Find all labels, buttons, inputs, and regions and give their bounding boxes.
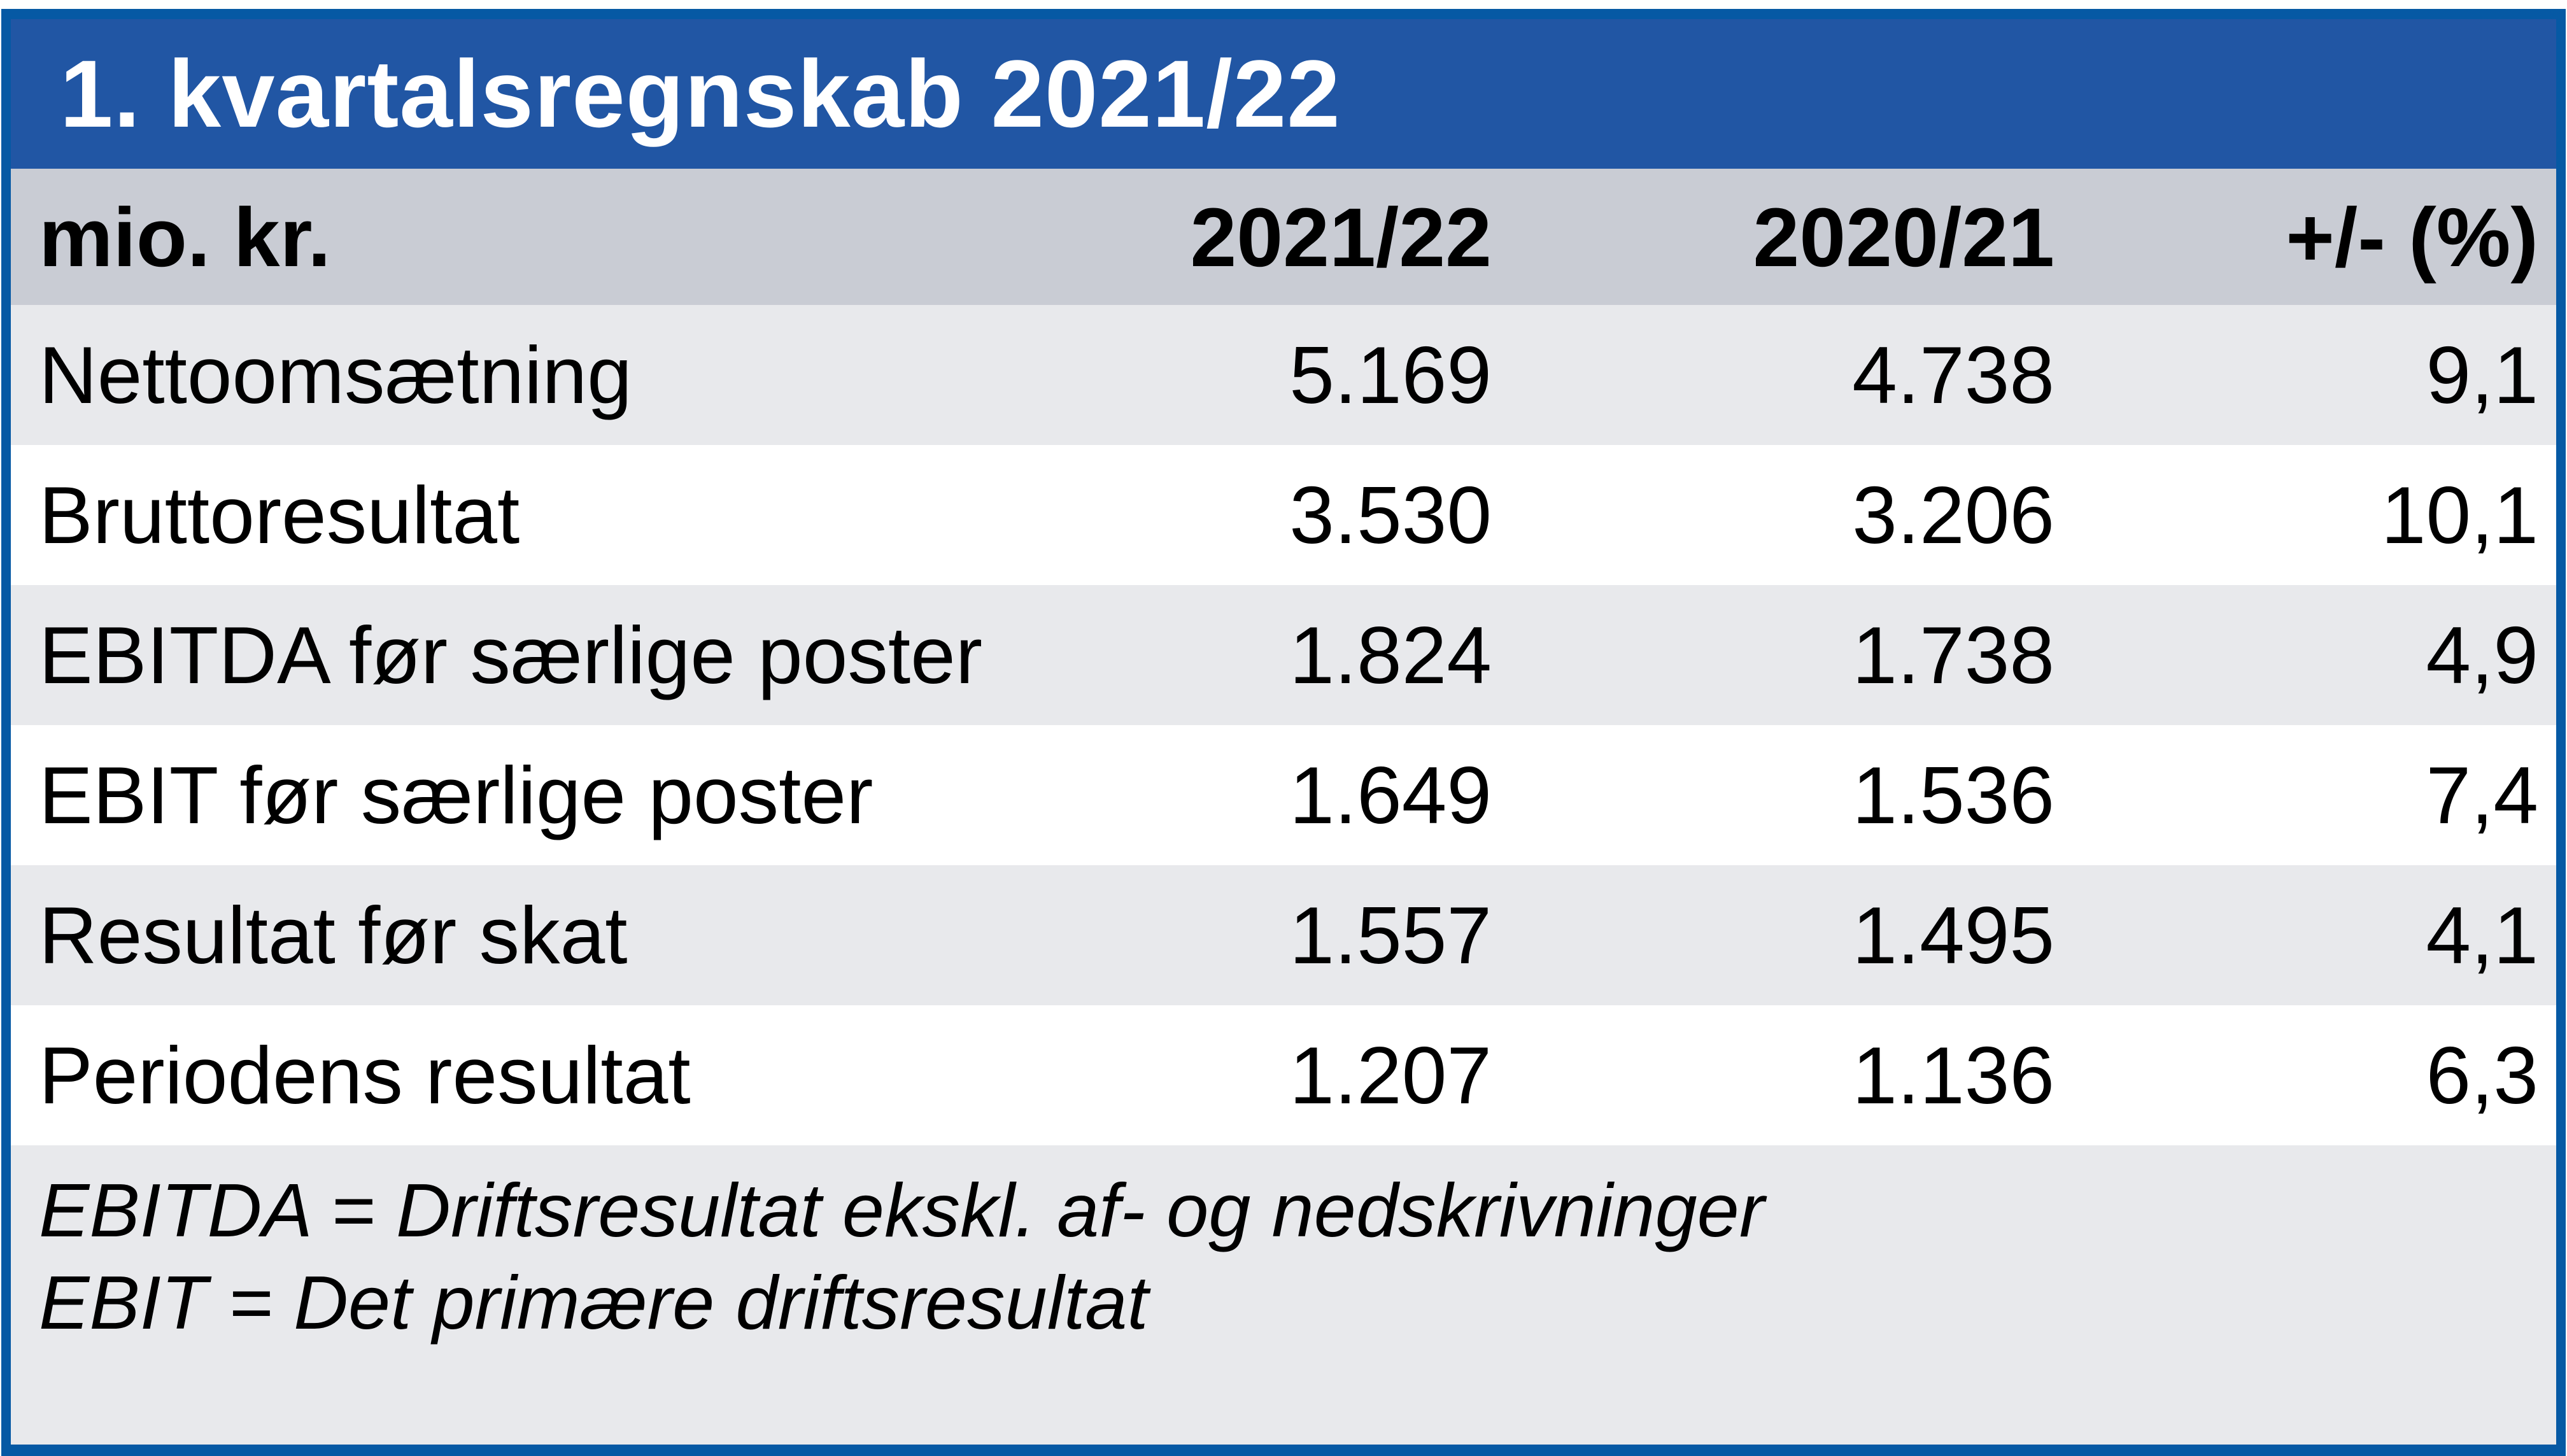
row-value-2021-22: 5.169 [1289,330,1492,420]
row-label: Resultat før skat [39,890,628,980]
row-value-2020-21: 1.536 [1852,750,2054,840]
row-value-change: 6,3 [2426,1030,2538,1120]
row-value-2021-22: 1.557 [1289,890,1492,980]
table-row: Nettoomsætning 5.169 4.738 9,1 [11,305,2556,445]
row-value-2020-21: 1.136 [1852,1030,2054,1120]
table-row: EBITDA før særlige poster 1.824 1.738 4,… [11,585,2556,725]
row-label: Periodens resultat [39,1030,691,1120]
row-value-2020-21: 1.738 [1852,610,2054,700]
table-header-row: mio. kr. 2021/22 2020/21 +/- (%) [11,169,2556,305]
column-header-2021-22: 2021/22 [1190,190,1492,284]
table-row: Periodens resultat 1.207 1.136 6,3 [11,1005,2556,1145]
column-header-unit: mio. kr. [39,190,331,284]
table-frame: 1. kvartalsregnskab 2021/22 mio. kr. 202… [1,9,2566,1456]
column-header-change: +/- (%) [2286,190,2538,284]
column-header-2020-21: 2020/21 [1753,190,2054,284]
table-row: Bruttoresultat 3.530 3.206 10,1 [11,445,2556,585]
row-value-change: 4,1 [2426,890,2538,980]
row-value-change: 9,1 [2426,330,2538,420]
row-value-2020-21: 4.738 [1852,330,2054,420]
row-label: EBIT før særlige poster [39,750,873,840]
row-value-change: 4,9 [2426,610,2538,700]
title-bar: 1. kvartalsregnskab 2021/22 [11,19,2556,169]
page-title: 1. kvartalsregnskab 2021/22 [60,40,1341,147]
row-label: Bruttoresultat [39,470,520,560]
row-value-2021-22: 3.530 [1289,470,1492,560]
row-label: EBITDA før særlige poster [39,610,983,700]
row-value-2021-22: 1.649 [1289,750,1492,840]
footnote-ebitda: EBITDA = Driftsresultat ekskl. af- og ne… [39,1168,1765,1253]
table-row: Resultat før skat 1.557 1.495 4,1 [11,865,2556,1005]
table-row: EBIT før særlige poster 1.649 1.536 7,4 [11,725,2556,865]
row-value-2021-22: 1.207 [1289,1030,1492,1120]
footnote-area: EBITDA = Driftsresultat ekskl. af- og ne… [11,1145,2556,1445]
row-value-2021-22: 1.824 [1289,610,1492,700]
row-value-2020-21: 1.495 [1852,890,2054,980]
row-value-change: 10,1 [2380,470,2538,560]
row-value-change: 7,4 [2426,750,2538,840]
row-label: Nettoomsætning [39,330,632,420]
row-value-2020-21: 3.206 [1852,470,2054,560]
footnote-ebit: EBIT = Det primære driftsresultat [39,1260,1149,1345]
